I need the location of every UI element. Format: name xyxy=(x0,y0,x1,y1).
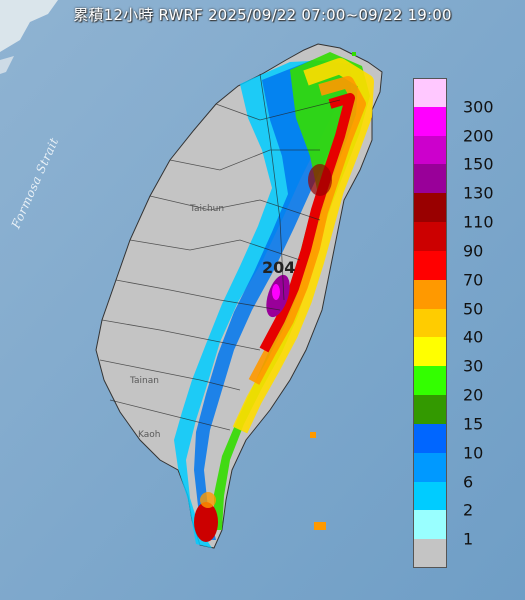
legend-swatch xyxy=(413,539,447,569)
legend-swatch xyxy=(413,106,447,137)
county-boundaries xyxy=(99,73,341,431)
coastline-china xyxy=(0,0,58,52)
legend-swatch xyxy=(413,193,447,223)
peak-value-label: 204 xyxy=(262,258,296,277)
legend-swatch xyxy=(413,222,447,252)
legend-swatch xyxy=(413,510,447,540)
legend-label: 1 xyxy=(463,529,474,549)
rain-band-orange xyxy=(248,76,366,385)
legend-label: 70 xyxy=(463,270,484,290)
island-green-island xyxy=(310,432,316,438)
legend-label: 200 xyxy=(463,126,494,146)
legend-label: 150 xyxy=(463,154,494,174)
map-title: 累積12小時 RWRF 2025/09/22 07:00~09/22 19:00 xyxy=(73,6,452,24)
legend-label: 30 xyxy=(463,356,484,376)
legend-swatch xyxy=(413,308,447,338)
rainfall-legend: 300 200 150 130 110 90 70 50 40 30 20 15 10 6 2 1 xyxy=(413,78,519,569)
legend-swatch xyxy=(413,135,447,165)
island-orchid-island xyxy=(314,522,326,530)
legend-label: 300 xyxy=(463,97,494,117)
legend-label: 20 xyxy=(463,385,484,405)
rain-band-red xyxy=(259,93,355,353)
legend-label: 90 xyxy=(463,241,484,261)
legend-swatch xyxy=(413,366,447,396)
legend-label: 2 xyxy=(463,500,474,520)
rain-band-yellow xyxy=(232,58,374,434)
legend-swatch xyxy=(413,78,447,108)
legend-label: 110 xyxy=(463,212,494,232)
legend-swatch xyxy=(413,395,447,425)
legend-swatch xyxy=(413,250,447,281)
legend-label: 40 xyxy=(463,327,484,347)
legend-swatch xyxy=(413,452,447,483)
legend-swatch xyxy=(413,164,447,194)
legend-swatch xyxy=(413,337,447,367)
legend-swatch xyxy=(413,481,447,511)
legend-swatch xyxy=(413,423,447,454)
legend-label: 130 xyxy=(463,183,494,203)
legend-swatch xyxy=(413,279,447,310)
legend-frame xyxy=(413,78,447,568)
legend-label: 50 xyxy=(463,299,484,319)
rain-core-south xyxy=(194,502,218,542)
legend-label: 15 xyxy=(463,414,484,434)
legend-label: 6 xyxy=(463,472,474,492)
city-label-kaohsiung: Kaoh xyxy=(138,430,161,440)
legend-label: 10 xyxy=(463,443,484,463)
city-label-tainan: Tainan xyxy=(130,376,159,386)
city-label-taichung: Taichun xyxy=(190,204,225,214)
